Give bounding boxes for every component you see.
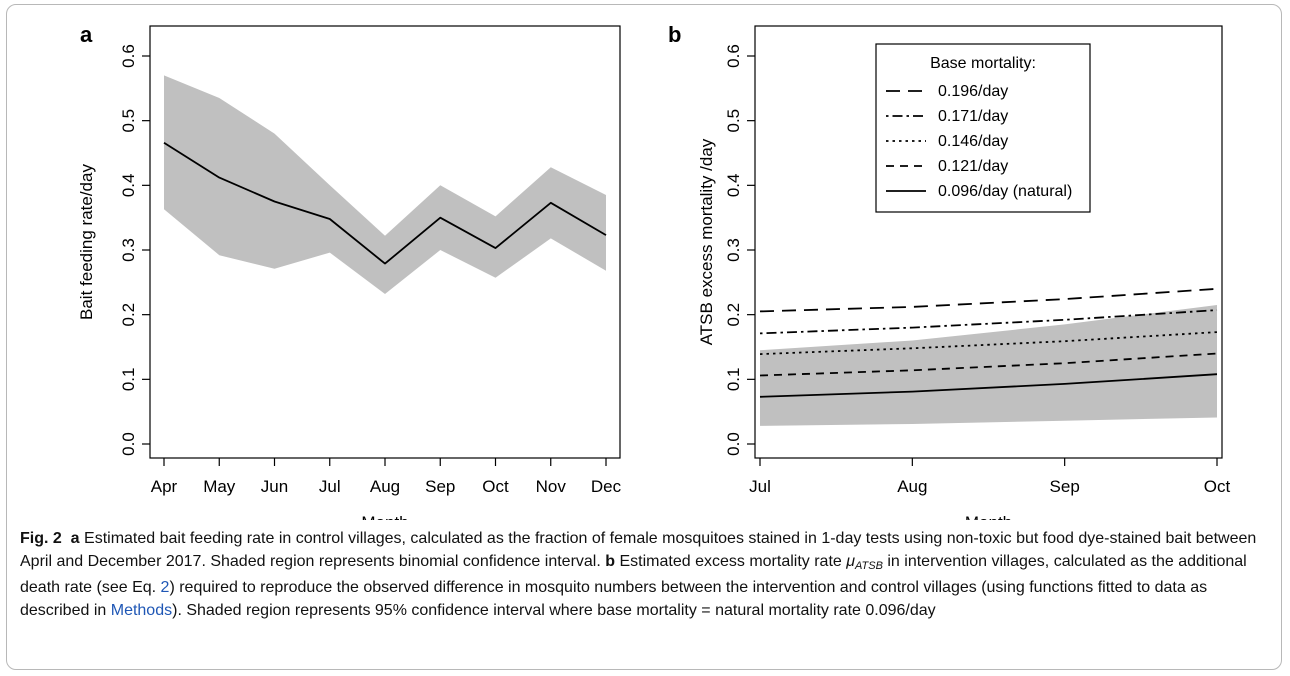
caption-panel-a-text: Estimated bait feeding rate in control v… — [20, 530, 1257, 570]
series-line-b-4 — [759, 373, 1218, 398]
x-tick-label-a-4: Aug — [370, 477, 400, 496]
legend-box — [875, 43, 1091, 213]
x-tick-label-b-2: Sep — [1050, 477, 1080, 496]
equation-link[interactable]: 2 — [160, 579, 170, 597]
legend-entry-4: 0.096/day (natural) — [938, 183, 1072, 200]
series-line-b-3 — [759, 352, 1218, 377]
y-tick-label-a-5: 0.5 — [119, 109, 138, 133]
legend-title: Base mortality: — [930, 55, 1036, 72]
x-tick-label-a-1: May — [203, 477, 236, 496]
y-tick-label-b-6: 0.6 — [724, 44, 743, 68]
y-tick-label-a-4: 0.4 — [119, 174, 138, 198]
mu-symbol: μ — [846, 552, 855, 570]
x-tick-label-b-1: Aug — [897, 477, 927, 496]
x-axis-label-a: Month — [361, 513, 408, 520]
x-tick-label-a-6: Oct — [482, 477, 509, 496]
panel-label-b: b — [668, 22, 681, 47]
figure-charts: Apr May Jun Jul Aug Sep Oct Nov Dec 0.0 0.1 0.2 0.3 0… — [77, 22, 1230, 520]
y-axis-label-a: Bait feeding rate/day — [77, 164, 96, 320]
legend-entry-1: 0.171/day — [938, 108, 1008, 125]
y-tick-label-a-1: 0.1 — [119, 368, 138, 392]
caption-panel-a-label: a — [70, 530, 80, 547]
legend-entry-3: 0.121/day — [938, 158, 1008, 175]
panel-label-a: a — [80, 22, 93, 47]
series-line-a-0 — [163, 141, 607, 265]
chart-panel-b: Jul Aug Sep Oct 0.0 0.1 0.2 0.3 0.4 0.5 0.6 Month AT… — [668, 22, 1230, 520]
caption-panel-b-text-3: ) required to reproduce the observed dif… — [20, 579, 1208, 619]
x-tick-label-a-8: Dec — [591, 477, 622, 496]
y-tick-label-a-2: 0.2 — [119, 303, 138, 327]
x-tick-label-a-3: Jul — [319, 477, 341, 496]
x-tick-label-a-7: Nov — [536, 477, 567, 496]
y-tick-label-a-3: 0.3 — [119, 238, 138, 262]
x-axis-label-b: Month — [965, 513, 1012, 520]
confidence-band-a — [164, 75, 606, 295]
y-tick-label-b-3: 0.3 — [724, 238, 743, 262]
caption-panel-b-text-4: ). Shaded region represents 95% confiden… — [172, 601, 936, 619]
x-tick-label-a-0: Apr — [151, 477, 178, 496]
series-line-b-0 — [759, 287, 1218, 313]
x-tick-label-b-0: Jul — [749, 477, 771, 496]
chart-panel-a: Apr May Jun Jul Aug Sep Oct Nov Dec 0.0 0.1 0.2 0.3 0… — [77, 22, 622, 520]
plot-frame-b — [754, 25, 1223, 459]
y-tick-label-a-6: 0.6 — [119, 44, 138, 68]
legend-entry-0: 0.196/day — [938, 83, 1008, 100]
x-tick-label-a-5: Sep — [425, 477, 455, 496]
methods-link[interactable]: Methods — [110, 601, 173, 619]
y-tick-label-b-0: 0.0 — [724, 432, 743, 456]
caption-panel-b-label: b — [605, 552, 616, 570]
caption-panel-b-text-1: Estimated excess mortality rate — [619, 552, 842, 570]
series-line-b-1 — [759, 309, 1218, 335]
y-tick-label-b-5: 0.5 — [724, 109, 743, 133]
legend-b: Base mortality: 0.196/day 0.171/day 0.146/d… — [875, 43, 1091, 213]
y-tick-label-b-4: 0.4 — [724, 174, 743, 198]
caption-panel-b-text-2: in intervention villages, calculated as … — [20, 552, 1247, 597]
x-tick-label-b-3: Oct — [1204, 477, 1231, 496]
y-axis-label-b: ATSB excess mortality /day — [697, 138, 716, 345]
fig-label: Fig. 2 — [20, 530, 62, 547]
legend-entry-2: 0.146/day — [938, 133, 1008, 150]
y-tick-label-b-2: 0.2 — [724, 303, 743, 327]
figure-caption: Fig. 2 a Estimated bait feeding rate in … — [20, 528, 1270, 622]
y-tick-label-b-1: 0.1 — [724, 368, 743, 392]
mu-subscript: ATSB — [855, 559, 883, 572]
series-line-b-2 — [759, 331, 1218, 355]
x-tick-label-a-2: Jun — [261, 477, 288, 496]
y-tick-label-a-0: 0.0 — [119, 432, 138, 456]
confidence-band-b — [760, 305, 1217, 426]
